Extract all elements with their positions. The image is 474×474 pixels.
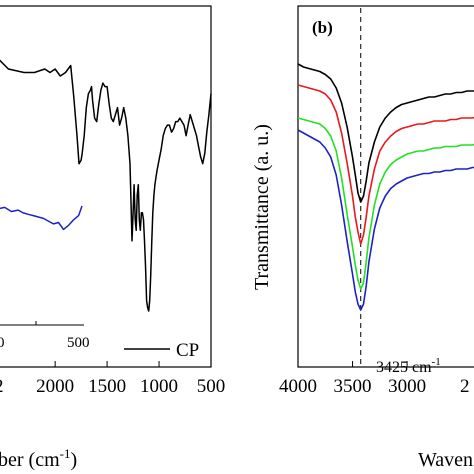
panel-a-inset: 0 500: [0, 205, 90, 351]
series-line-red: [297, 84, 474, 245]
panel-b-series-group: [297, 63, 474, 311]
legend-label-cp: CP: [176, 340, 199, 361]
panel-b-x-tick-label: 3500: [334, 376, 372, 397]
panel-b-x-tick-label: 4000: [279, 376, 317, 397]
panel-b-x-tick-label: 3000: [388, 376, 426, 397]
panel-a-series-group: [0, 59, 212, 312]
series-line-green: [297, 117, 474, 290]
panel-a-x-ticks: [54, 361, 212, 367]
panel-a: 2000 1500 1000 500 2 0 500 CP ber (cm-1): [0, 5, 225, 471]
panel-b-label: (b): [312, 18, 333, 37]
annotation-3425: 3425 cm-1: [376, 356, 441, 376]
panel-a-x-tick-label: 500: [197, 376, 226, 397]
series-line-cp: [0, 59, 212, 312]
panel-a-x-tick-label: 1000: [140, 376, 178, 397]
panel-a-legend: CP: [124, 340, 199, 361]
panel-b-y-axis-title: Transmittance (a. u.): [251, 124, 273, 290]
panel-b-x-ticks: [297, 361, 408, 367]
panel-b-x-tick-label-partial: 2: [460, 376, 470, 397]
inset-series-group: [0, 205, 83, 231]
panel-b: 4000 3500 3000 2 (b) 3425 cm-1 Transmittan…: [251, 5, 474, 471]
panel-a-x-axis-title: ber (cm-1): [0, 446, 77, 471]
panel-b-x-axis-title: Waven: [418, 449, 473, 471]
inset-tick-label: 0: [0, 335, 5, 351]
inset-tick-label: 500: [67, 335, 90, 351]
panel-b-frame: [297, 5, 474, 368]
panel-a-x-tick-label: 2000: [36, 376, 74, 397]
series-line-blue: [297, 129, 474, 311]
panel-a-x-tick-label-partial: 2: [0, 376, 4, 397]
series-line-black: [297, 63, 474, 203]
panel-a-frame: [0, 5, 212, 368]
panel-b-x-tick-labels: 4000 3500 3000: [279, 376, 426, 397]
panel-a-x-tick-labels: 2000 1500 1000 500: [36, 376, 225, 397]
panel-a-x-tick-label: 1500: [88, 376, 126, 397]
inset-series-line: [0, 205, 83, 231]
